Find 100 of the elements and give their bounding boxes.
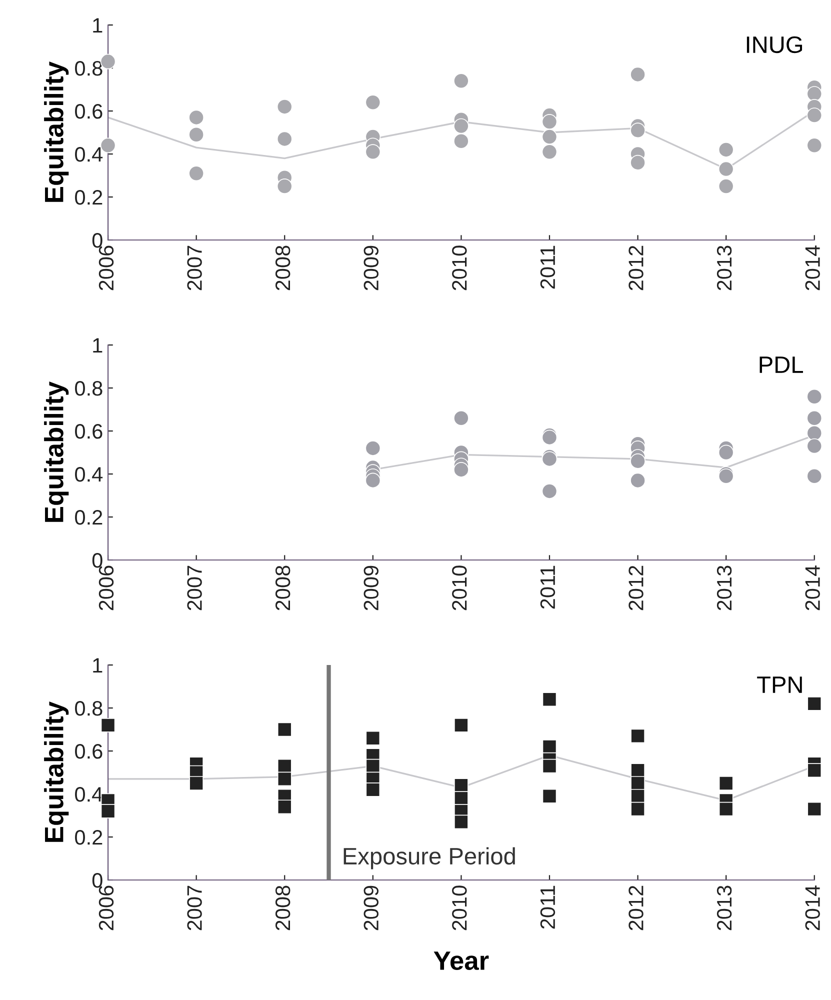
point (542, 483, 558, 499)
x-tick-label: 2011 (540, 566, 556, 609)
x-tick-label: 2011 (540, 886, 556, 929)
y-tick-label: 0.6 (75, 424, 102, 439)
chart-title: TPN (757, 676, 802, 693)
point (277, 722, 292, 737)
x-tick-label: 2008 (275, 566, 290, 610)
x-tick-label: 2014 (805, 245, 820, 290)
x-tick-label: 2010 (452, 886, 467, 930)
point (366, 782, 380, 797)
x-tick-label: 2007 (187, 566, 202, 610)
point (542, 114, 558, 130)
point (630, 66, 646, 82)
x-tick-label: 2014 (805, 565, 820, 610)
point (365, 472, 381, 488)
y-tick-label: 0.2 (75, 510, 102, 525)
x-tick-label: 2013 (716, 886, 732, 930)
y-tick-label: 0.8 (75, 381, 102, 396)
y-tick-label: 0.2 (75, 190, 102, 205)
y-tick-label: 0.8 (75, 61, 102, 76)
ref-line-label: Exposure Period (344, 847, 515, 870)
point (806, 138, 822, 154)
point (189, 776, 204, 790)
x-tick-label: 2006 (98, 566, 114, 610)
point (718, 776, 734, 790)
point (806, 388, 822, 404)
point (806, 425, 822, 441)
point (630, 728, 645, 744)
point (365, 94, 381, 110)
point (630, 453, 646, 469)
point (807, 763, 822, 778)
y-tick-label: 1 (93, 18, 102, 33)
point (630, 788, 645, 804)
x-tick-label: 2009 (364, 886, 379, 930)
point (630, 776, 645, 790)
point (454, 462, 469, 478)
x-tick-label: 2010 (452, 246, 467, 290)
point (542, 788, 557, 804)
point (454, 778, 468, 793)
point (630, 763, 645, 778)
point (366, 758, 380, 774)
point (807, 802, 822, 816)
point (454, 133, 469, 149)
point (100, 718, 116, 732)
point (454, 814, 468, 830)
x-tick-label: 2006 (98, 246, 114, 290)
point (277, 758, 292, 774)
chart-title: PDL (760, 356, 803, 373)
x-tick-label: 2010 (452, 566, 467, 610)
x-tick-label: 2011 (540, 246, 556, 289)
point (630, 472, 646, 488)
point (630, 154, 646, 170)
point (806, 108, 822, 124)
point (806, 410, 822, 426)
point (100, 804, 116, 818)
point (454, 410, 469, 426)
y-tick-label: 0 (92, 873, 102, 888)
point (454, 718, 468, 732)
point (718, 802, 734, 816)
y-tick-label: 1 (93, 338, 102, 353)
y-tick-label: 0.6 (75, 104, 102, 119)
y-tick-label: 0.4 (75, 147, 103, 162)
y-axis-title: Equitability (44, 702, 69, 842)
chart-title: INUG (746, 36, 802, 54)
point (718, 161, 734, 177)
point (188, 166, 204, 182)
y-tick-label: 0.4 (75, 467, 103, 482)
x-tick-label: 2006 (98, 886, 114, 930)
x-tick-label: 2009 (364, 246, 379, 290)
point (630, 122, 646, 138)
point (277, 800, 292, 814)
point (454, 73, 469, 89)
x-tick-label: 2012 (628, 246, 644, 290)
point (718, 178, 734, 194)
y-axis-title: Equitability (44, 382, 69, 522)
point (365, 440, 381, 456)
x-tick-label: 2008 (275, 246, 290, 290)
x-axis-title: Year (434, 952, 489, 970)
point (807, 696, 822, 711)
x-tick-label: 2012 (628, 566, 644, 610)
y-tick-label: 0.4 (75, 787, 103, 802)
y-tick-label: 0.2 (75, 830, 102, 845)
point (542, 692, 557, 707)
x-tick-label: 2007 (187, 246, 202, 290)
point (276, 98, 292, 114)
point (806, 468, 822, 484)
point (630, 802, 645, 816)
point (365, 144, 381, 160)
point (718, 444, 734, 460)
point (276, 178, 292, 194)
y-tick-label: 0.6 (75, 744, 102, 759)
x-tick-label: 2012 (628, 886, 644, 930)
point (806, 438, 822, 454)
point (277, 772, 292, 786)
x-tick-label: 2009 (364, 566, 379, 610)
point (454, 118, 469, 134)
point (718, 142, 734, 158)
point (366, 730, 380, 746)
point (454, 791, 468, 806)
x-tick-label: 2014 (805, 885, 820, 930)
